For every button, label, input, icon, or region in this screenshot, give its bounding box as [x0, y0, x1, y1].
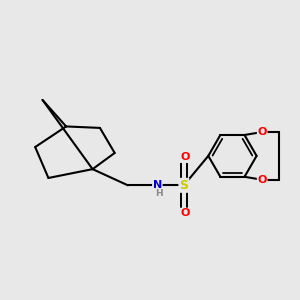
- Text: S: S: [179, 179, 188, 192]
- Text: O: O: [257, 127, 267, 137]
- Text: H: H: [155, 189, 163, 198]
- Text: N: N: [153, 180, 162, 190]
- Text: O: O: [181, 208, 190, 218]
- Text: O: O: [181, 152, 190, 162]
- Text: O: O: [257, 175, 267, 185]
